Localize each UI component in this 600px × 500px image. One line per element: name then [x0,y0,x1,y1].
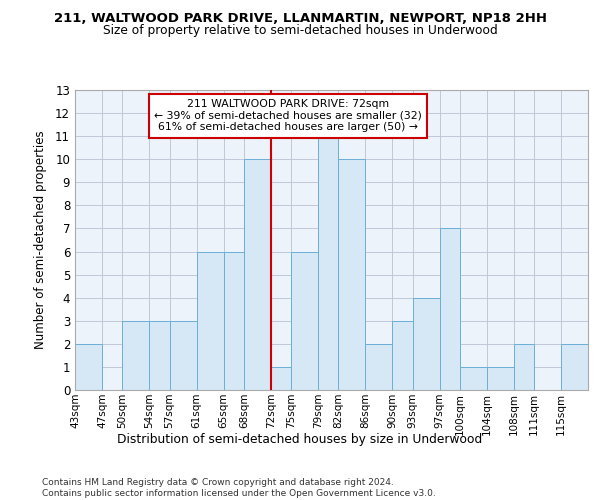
Bar [75,344,102,390]
Text: 211, WALTWOOD PARK DRIVE, LLANMARTIN, NEWPORT, NP18 2HH: 211, WALTWOOD PARK DRIVE, LLANMARTIN, NE… [53,12,547,26]
Bar [149,321,170,390]
Bar [223,252,244,390]
Bar [122,321,149,390]
Bar [413,298,439,390]
Bar [487,367,514,390]
Bar [318,136,338,390]
Bar [561,344,588,390]
Y-axis label: Number of semi-detached properties: Number of semi-detached properties [34,130,47,350]
Bar [460,367,487,390]
Bar [170,321,197,390]
Bar [291,252,318,390]
Bar [514,344,534,390]
Text: Size of property relative to semi-detached houses in Underwood: Size of property relative to semi-detach… [103,24,497,37]
Bar [392,321,413,390]
Bar [439,228,460,390]
Bar [365,344,392,390]
Text: Distribution of semi-detached houses by size in Underwood: Distribution of semi-detached houses by … [118,432,482,446]
Bar [244,159,271,390]
Bar [271,367,291,390]
Bar [338,159,365,390]
Bar [197,252,223,390]
Text: 211 WALTWOOD PARK DRIVE: 72sqm
← 39% of semi-detached houses are smaller (32)
61: 211 WALTWOOD PARK DRIVE: 72sqm ← 39% of … [154,99,422,132]
Text: Contains HM Land Registry data © Crown copyright and database right 2024.
Contai: Contains HM Land Registry data © Crown c… [42,478,436,498]
